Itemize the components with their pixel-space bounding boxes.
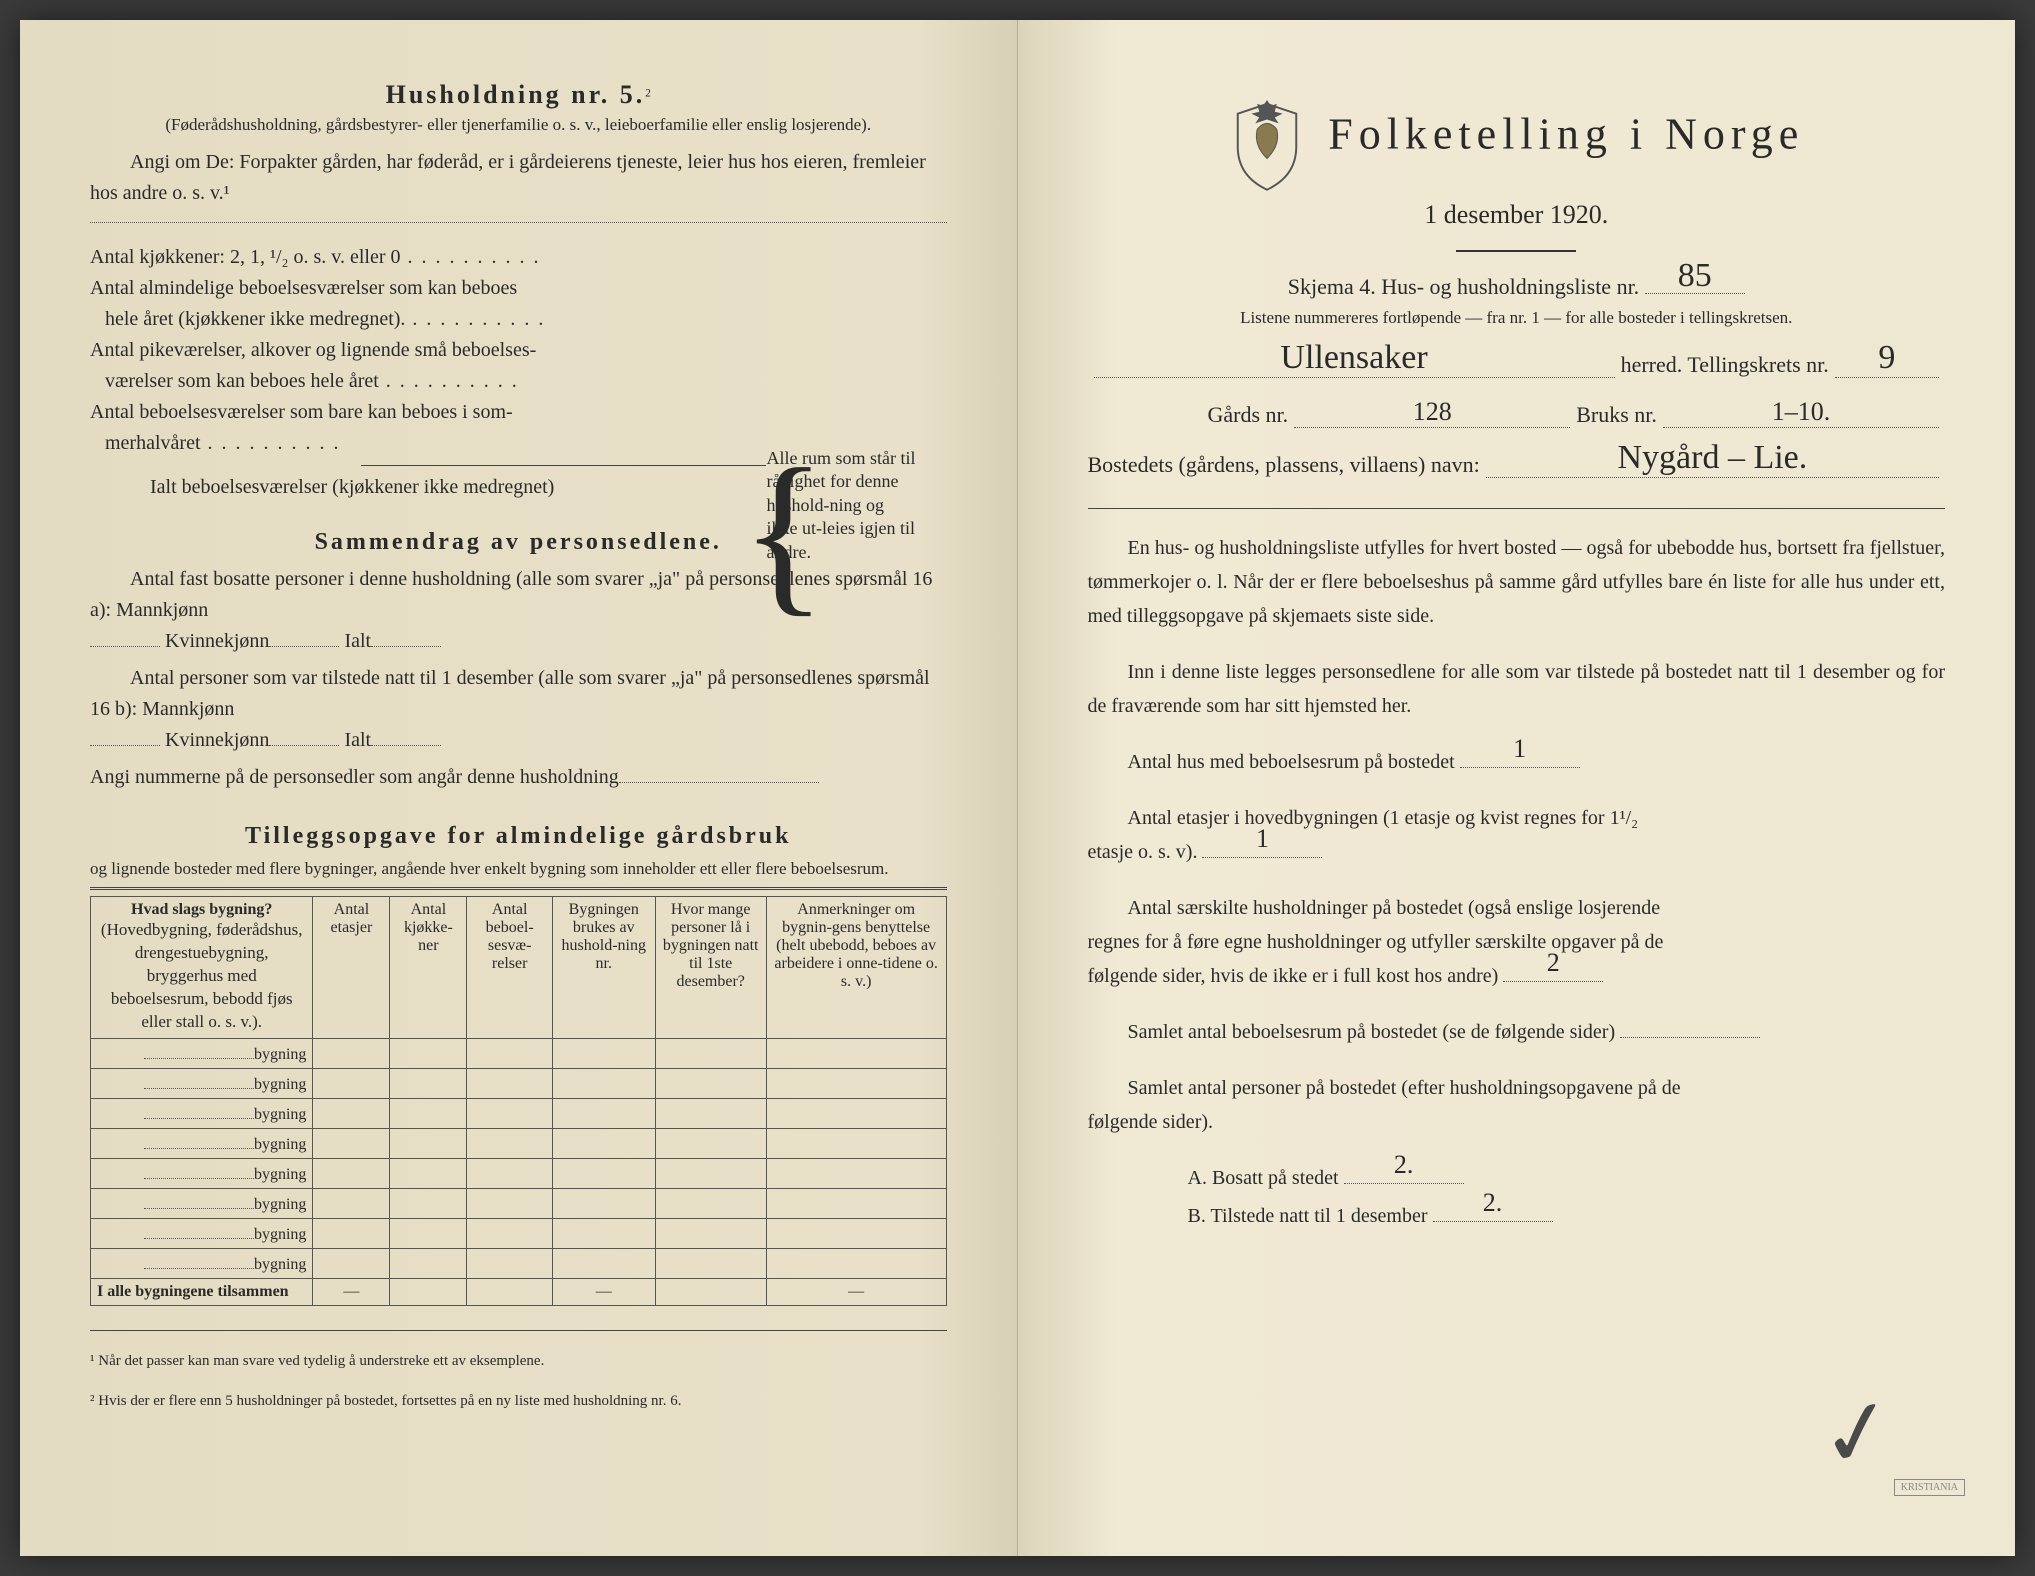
- table-row: bygning: [91, 1188, 947, 1218]
- kitchen-count-line: Antal kjøkkener: 2, 1, ¹/₂ o. s. v. elle…: [90, 242, 767, 273]
- table-row: bygning: [91, 1128, 947, 1158]
- krets-value: 9: [1878, 339, 1895, 377]
- tillegg-sub: og lignende bosteder med flere bygninger…: [90, 858, 947, 881]
- gard-value: 128: [1413, 397, 1452, 427]
- building-table: Hvad slags bygning?(Hovedbygning, føderå…: [90, 896, 947, 1306]
- printer-stamp: KRISTIANIA: [1894, 1479, 1965, 1496]
- household-heading: Husholdning nr. 5.: [386, 80, 646, 109]
- q-present: B. Tilstede natt til 1 desember 2.: [1088, 1199, 1946, 1233]
- footnote-2: ² Hvis der er flere enn 5 husholdninger …: [90, 1391, 947, 1411]
- main-title: Folketelling i Norge: [1328, 110, 1804, 159]
- maid-rooms-line: Antal pikeværelser, alkover og lignende …: [90, 335, 767, 397]
- total-rooms-line: Ialt beboelsesværelser (kjøkkener ikke m…: [90, 472, 767, 503]
- bosted-line: Bostedets (gårdens, plassens, villaens) …: [1088, 452, 1946, 478]
- q-floors: Antal etasjer i hovedbygningen (1 etasje…: [1088, 801, 1946, 869]
- gard-line: Gårds nr. 128 Bruks nr. 1–10.: [1088, 402, 1946, 428]
- schema-line: Skjema 4. Hus- og husholdningsliste nr. …: [1088, 272, 1946, 300]
- q-total-rooms: Samlet antal beboelsesrum på bostedet (s…: [1088, 1015, 1946, 1049]
- herred-value: Ullensaker: [1280, 339, 1427, 377]
- q-households: Antal særskilte husholdninger på bostede…: [1088, 891, 1946, 993]
- heading-footnote-ref: 2: [645, 88, 651, 100]
- instruction-para-1: En hus- og husholdningsliste utfylles fo…: [1088, 531, 1946, 633]
- bruk-value: 1–10.: [1772, 397, 1831, 427]
- table-row: bygning: [91, 1248, 947, 1278]
- brace-note: { Alle rum som står til rådighet for den…: [767, 447, 917, 564]
- table-row: bygning: [91, 1098, 947, 1128]
- left-page: Husholdning nr. 5.2 (Føderådshusholdning…: [20, 20, 1018, 1556]
- heading-sub1: (Føderådshusholdning, gårdsbestyrer- ell…: [130, 114, 907, 137]
- coat-of-arms-icon: [1228, 100, 1306, 190]
- footnote-1: ¹ Når det passer kan man svare ved tydel…: [90, 1351, 947, 1371]
- table-row: bygning: [91, 1038, 947, 1068]
- herred-line: Ullensaker herred. Tellingskrets nr. 9: [1088, 352, 1946, 378]
- summary-line-3: Angi nummerne på de personsedler som ang…: [90, 762, 947, 793]
- bosted-value: Nygård – Lie.: [1617, 439, 1807, 477]
- q-houses: Antal hus med beboelsesrum på bostedet 1: [1088, 745, 1946, 779]
- table-row: bygning: [91, 1218, 947, 1248]
- summer-rooms-line: Antal beboelsesværelser som bare kan beb…: [90, 397, 767, 459]
- table-row: bygning: [91, 1158, 947, 1188]
- summary-line-2: Antal personer som var tilstede natt til…: [90, 663, 947, 756]
- tillegg-title: Tilleggsopgave for almindelige gårdsbruk: [90, 823, 947, 850]
- q-total-persons: Samlet antal personer på bostedet (efter…: [1088, 1071, 1946, 1139]
- instruction-para-2: Inn i denne liste legges personsedlene f…: [1088, 655, 1946, 723]
- heading-sub2: Angi om De: Forpakter gården, har føderå…: [90, 147, 947, 209]
- checkmark-icon: ✓: [1811, 1375, 1904, 1492]
- right-page: Folketelling i Norge 1 desember 1920. Sk…: [1018, 20, 2016, 1556]
- rooms-year-line: Antal almindelige beboelsesværelser som …: [90, 273, 767, 335]
- title-block: Folketelling i Norge 1 desember 1920. Sk…: [1088, 100, 1946, 328]
- census-date: 1 desember 1920.: [1088, 200, 1946, 230]
- document-spread: Husholdning nr. 5.2 (Føderådshusholdning…: [20, 20, 2015, 1556]
- q-resident: A. Bosatt på stedet 2.: [1088, 1161, 1946, 1195]
- list-number-value: 85: [1678, 257, 1712, 294]
- schema-subline: Listene nummereres fortløpende — fra nr.…: [1088, 308, 1946, 328]
- table-row: bygning: [91, 1068, 947, 1098]
